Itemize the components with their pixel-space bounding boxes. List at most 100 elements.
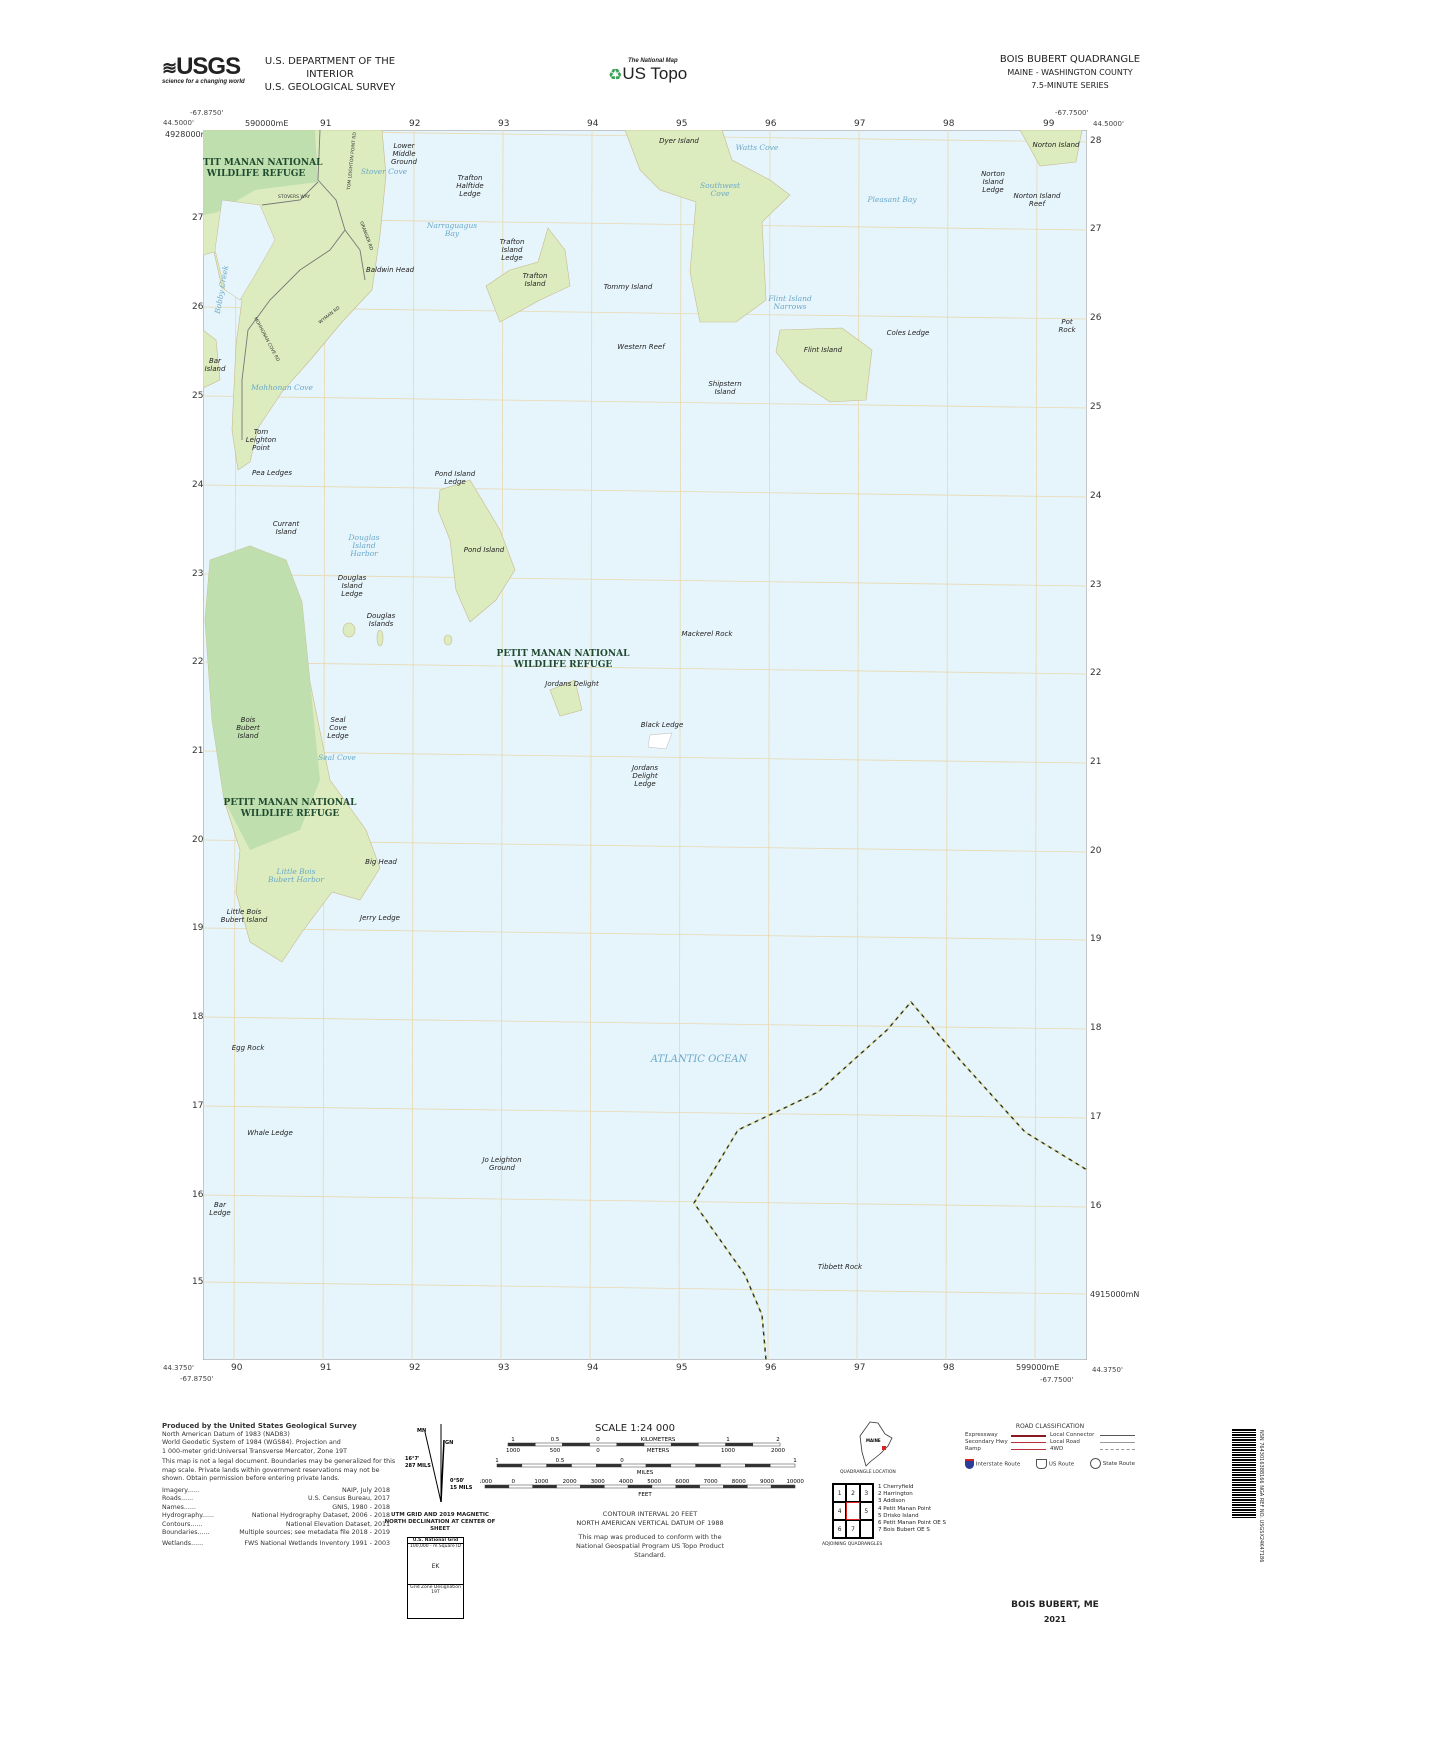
map-label: Tibbett Rock [818,1263,863,1271]
map-label: Seal Cove Ledge [327,716,348,740]
mile-bar-segment [670,1463,696,1468]
adjoining-quad-name: 2 Harrington [878,1491,913,1498]
map-label: Tommy Island [604,283,653,291]
norton-island [1019,130,1083,167]
m-tick: 500 [550,1448,561,1454]
north-first-label: 4928000mN [165,130,215,139]
mile-tick: 0.5 [556,1458,565,1464]
national-map-text: The National Map [628,58,678,64]
source-value: GNIS, 1980 - 2018 [332,1503,390,1511]
adjoining-cell: 2 [846,1484,860,1502]
map-label: Pea Ledges [252,469,292,477]
bobby-creek [214,199,276,301]
easting-gridline [500,130,504,1360]
km-bar-segment [534,1442,563,1447]
grid-zone: 19T [431,1590,440,1595]
northing-tick-right: 18 [1090,1023,1102,1033]
northing-tick-left: 25 [192,391,204,401]
easting-tick-bottom: 90 [231,1363,243,1373]
northing-gridline [203,484,1087,498]
northing-tick-left: 27 [192,213,204,223]
mile-bar-segment [521,1463,547,1468]
gn-mils: 15 MILS [450,1485,473,1491]
km-bar-segment [670,1442,699,1447]
source-value: Multiple sources; see metadata file 2018… [239,1529,390,1536]
easting-gridline [767,130,771,1360]
footer-title: BOIS BUBERT, ME 2021 [1000,1600,1110,1624]
km-tick: 0 [596,1437,600,1443]
adjoining-names: 1 Cherryfield 2 Harrington 3 Addison 4 Peti… [878,1484,946,1534]
adjoining-cell: 7 [846,1520,860,1538]
feet-bar-segment [699,1484,724,1489]
source-key: Wetlands...... [162,1540,204,1548]
usng-title: U.S. National Grid [408,1538,463,1544]
source-row: Imagery...... NAIP, July 2018 [162,1487,392,1496]
vertical-datum: NORTH AMERICAN VERTICAL DATUM OF 1988 [576,1519,724,1527]
km-tick: 1 [511,1437,515,1443]
feet-bar-segment [556,1484,581,1489]
map-label: Bar Island [205,357,226,373]
mile-bar-segment [769,1463,796,1468]
map-label: Flint Island Narrows [767,294,812,311]
map-label: Pond Island [464,546,505,554]
standard-note-2: National Geospatial Program US Topo Prod… [575,1542,724,1559]
dept-line1: U.S. DEPARTMENT OF THE INTERIOR [264,56,396,80]
gn-angle: 0°50' [450,1478,465,1484]
km-bar-segment [698,1442,726,1447]
source-value: FWS National Wetlands Inventory 1991 - 2… [244,1540,390,1548]
km-bar-segment [643,1442,672,1447]
northing-tick-left: 19 [192,923,204,933]
easting-tick-top: 91 [320,119,332,129]
easting-tick-bottom: 95 [676,1363,688,1373]
ne-lon: -67.7500' [1055,109,1089,117]
northing-tick-right: 22 [1090,668,1102,678]
feet-bar-segment [651,1484,677,1489]
map-label: Norton Island [1033,141,1080,149]
feet-bar-segment [747,1484,772,1489]
easting-tick-bottom: 93 [498,1363,510,1373]
feet-tick: 4000 [619,1479,633,1485]
map-label: Pond Island Ledge [435,470,476,486]
state-county: MAINE - WASHINGTON COUNTY [1007,68,1133,77]
recycle-icon: ♻ [608,64,623,84]
grid-zone-label: Grid Zone Designation [408,1584,463,1590]
mn-angle: 16°7' [405,1456,420,1462]
northing-tick-right: 19 [1090,934,1102,944]
adjoining-cell: 3 [859,1484,873,1502]
feet-bar-segment [723,1484,748,1489]
adjoining-cell: 5 [859,1502,873,1520]
northing-tick-right: 25 [1090,402,1102,412]
source-value: National Elevation Dataset, 2011 [285,1520,390,1528]
adjoining-quad-name: 7 Bois Bubert OE S [878,1527,930,1534]
map-label: Big Head [365,858,397,866]
map-label: Tom Leighton Point [246,428,277,452]
declination-caption: UTM GRID AND 2019 MAGNETIC NORTH DECLINA… [384,1512,496,1532]
map-label: Dyer Island [659,137,699,145]
map-label: Southwest Cove [700,181,741,198]
feet-tick: 9000 [760,1479,774,1485]
easting-tick-top: 92 [409,119,421,129]
credits-line: 1 000-meter grid:Universal Transverse Me… [162,1447,347,1455]
douglas-island-small [376,629,384,647]
usgs-logo: ≋USGS science for a changing world [162,53,245,86]
map-label: Egg Rock [232,1044,266,1052]
km-bar-segment [616,1442,645,1447]
source-row: Boundaries...... Multiple sources; see me… [162,1529,392,1538]
map-label: Douglas Islands [367,612,396,628]
map-label: Douglas Island Harbor [348,533,380,558]
km-bar-segment [725,1442,754,1447]
dept-line2: U.S. GEOLOGICAL SURVEY [264,82,396,93]
northing-gridline [203,927,1087,941]
source-key: Roads...... [162,1495,194,1502]
flint-island [775,327,873,403]
boundary-highlight [693,1001,1087,1360]
map-label: Flint Island [804,346,843,354]
map-label: Mackerel Rock [682,630,734,638]
easting-tick-bottom: 96 [765,1363,777,1373]
pond-island [437,479,516,623]
usng-box: U.S. National Grid 100,000 - m Square ID… [407,1537,464,1619]
